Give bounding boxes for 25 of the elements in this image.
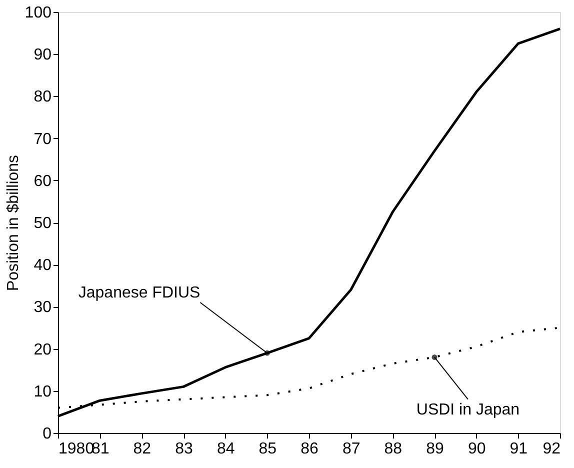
x-tick-label: 82	[133, 440, 152, 458]
y-tick-label: 10	[34, 383, 52, 400]
x-tick-label: 88	[384, 440, 402, 458]
y-tick-label: 70	[34, 130, 52, 148]
y-tick-label: 60	[34, 172, 52, 190]
annotation: Japanese FDIUS	[78, 284, 200, 302]
y-axis-title: Position in $billions	[4, 154, 22, 292]
x-tick-label: 91	[510, 440, 528, 458]
x-tick-label: 90	[468, 440, 486, 458]
y-tick-label: 100	[24, 4, 52, 22]
y-tick-label: 90	[34, 46, 52, 64]
x-tick-label: 83	[175, 440, 193, 458]
y-tick-label: 80	[34, 88, 52, 106]
y-tick-label: 20	[34, 341, 52, 358]
y-tick-label: 40	[34, 257, 52, 274]
x-tick-label: 84	[216, 440, 235, 458]
x-tick-label: 87	[342, 440, 360, 458]
x-tick-label: 85	[258, 440, 277, 458]
x-tick-label: 89	[426, 440, 444, 458]
y-tick-label: 30	[34, 299, 52, 316]
x-tick-label: 92	[542, 440, 561, 458]
y-tick-label: 0	[42, 426, 52, 442]
x-tick-label: 86	[300, 440, 318, 458]
annotation: USDI in Japan	[416, 401, 520, 418]
y-tick-label: 50	[34, 215, 52, 232]
